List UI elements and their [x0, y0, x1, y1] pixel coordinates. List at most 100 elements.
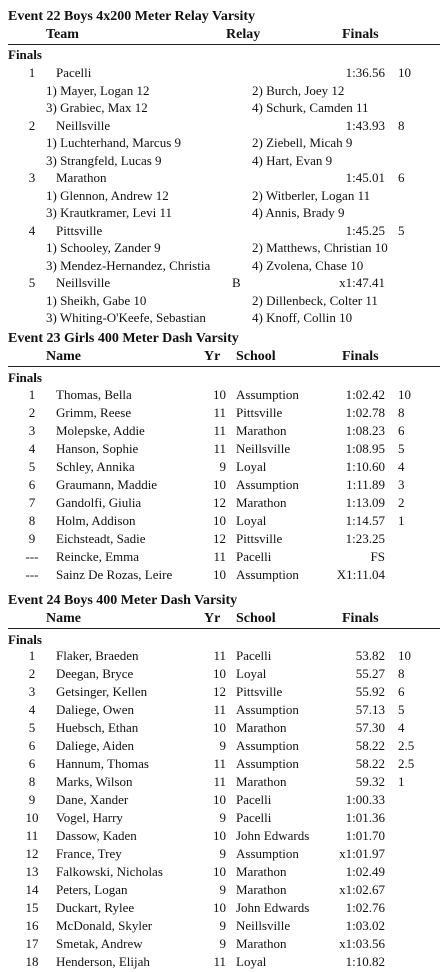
- place: 10: [25, 810, 39, 825]
- finals-time: 1:36.56: [345, 65, 385, 80]
- result-row: 18 Henderson, Elijah 11 Loyal 1:10.82: [0, 953, 447, 971]
- athlete-name: Daliege, Owen: [56, 702, 134, 717]
- result-row: 17 Smetak, Andrew 9 Marathon x1:03.56: [0, 935, 447, 953]
- athlete-name: Grimm, Reese: [56, 405, 132, 420]
- place: 6: [28, 477, 36, 492]
- place: 2: [28, 117, 36, 133]
- year: 9: [219, 936, 227, 951]
- result-row: 9 Eichsteadt, Sadie 12 Pittsville 1:23.25: [0, 530, 447, 548]
- athlete-name: Vogel, Harry: [56, 810, 123, 825]
- relay-runners-row: 3) Krautkramer, Levi 11 4) Annis, Brady 9: [0, 204, 447, 222]
- runner: 3) Mendez-Hernandez, Christia: [46, 257, 211, 273]
- place: 2: [28, 405, 36, 420]
- finals-time: 1:08.23: [345, 423, 385, 438]
- place: 5: [28, 720, 36, 735]
- finals-time: 1:03.02: [345, 918, 385, 933]
- school: Assumption: [236, 756, 299, 771]
- relay-team-row: 1 Pacelli 1:36.56 10: [0, 64, 447, 82]
- finals-time: 1:00.33: [345, 792, 385, 807]
- relay-team-row: 2 Neillsville 1:43.93 8: [0, 117, 447, 135]
- relay-runners-row: 3) Mendez-Hernandez, Christia 4) Zvolena,…: [0, 257, 447, 275]
- points: 10: [398, 648, 411, 663]
- finals-time: x1:03.56: [339, 936, 385, 951]
- relay-runners-row: 3) Grabiec, Max 12 4) Schurk, Camden 11: [0, 99, 447, 117]
- place: 3: [28, 684, 36, 699]
- place: 3: [28, 423, 36, 438]
- year: 11: [213, 954, 226, 969]
- athlete-name: Reincke, Emma: [56, 549, 140, 564]
- school: Assumption: [236, 387, 299, 402]
- place: 5: [28, 459, 36, 474]
- athlete-name: Getsinger, Kellen: [56, 684, 148, 699]
- athlete-name: Falkowski, Nicholas: [56, 864, 163, 879]
- result-row: 6 Hannum, Thomas 11 Assumption 58.22 2.5: [0, 755, 447, 773]
- finals-time: 1:43.93: [345, 117, 385, 133]
- event-title: Event 24 Boys 400 Meter Dash Varsity: [8, 593, 238, 608]
- year: 10: [213, 666, 226, 681]
- event-24-header: Name Yr School Finals: [0, 610, 447, 628]
- result-row: 6 Graumann, Maddie 10 Assumption 1:11.89 3: [0, 476, 447, 494]
- place: 1: [28, 648, 36, 663]
- year: 10: [213, 477, 226, 492]
- runner: 2) Burch, Joey 12: [252, 82, 345, 98]
- points: 4: [398, 720, 405, 735]
- school: Assumption: [236, 702, 299, 717]
- result-row: 15 Duckart, Rylee 10 John Edwards 1:02.76: [0, 899, 447, 917]
- year: 11: [213, 774, 226, 789]
- year: 9: [219, 882, 227, 897]
- section-label: Finals: [8, 632, 42, 647]
- runner: 3) Krautkramer, Levi 11: [46, 205, 173, 220]
- team-name: Pittsville: [56, 222, 103, 238]
- section-label: Finals: [8, 370, 42, 385]
- athlete-name: Peters, Logan: [56, 882, 128, 897]
- place: 7: [28, 495, 36, 510]
- finals-time: 1:02.76: [345, 900, 385, 915]
- year: 10: [213, 792, 226, 807]
- result-row: --- Sainz De Rozas, Leire 10 Assumption X1:1…: [0, 566, 447, 584]
- points: 8: [398, 117, 405, 133]
- result-row: 12 France, Trey 9 Assumption x1:01.97: [0, 845, 447, 863]
- col-header-yr: Yr: [204, 611, 221, 626]
- athlete-name: Gandolfi, Giulia: [56, 495, 142, 510]
- result-row: 6 Daliege, Aiden 9 Assumption 58.22 2.5: [0, 737, 447, 755]
- runner: 4) Zvolena, Chase 10: [252, 257, 364, 273]
- result-row: 5 Schley, Annika 9 Loyal 1:10.60 4: [0, 458, 447, 476]
- header-rule: [8, 366, 440, 367]
- result-row: 8 Marks, Wilson 11 Marathon 59.32 1: [0, 773, 447, 791]
- year: 11: [213, 648, 226, 663]
- year: 10: [213, 900, 226, 915]
- place: 8: [28, 774, 36, 789]
- col-header-finals: Finals: [342, 349, 379, 364]
- year: 11: [213, 549, 226, 564]
- points: 1: [398, 774, 405, 789]
- col-header-name: Name: [46, 611, 81, 626]
- school: Loyal: [236, 666, 267, 681]
- finals-time: x1:47.41: [339, 275, 385, 290]
- school: Assumption: [236, 477, 299, 492]
- points: 6: [398, 423, 405, 438]
- school: Marathon: [236, 495, 287, 510]
- athlete-name: Smetak, Andrew: [56, 936, 143, 951]
- place: 15: [25, 900, 39, 915]
- school: Pittsville: [236, 405, 283, 420]
- school: Marathon: [236, 774, 287, 789]
- event-23-header: Name Yr School Finals: [0, 348, 447, 366]
- place: 1: [28, 387, 36, 402]
- section-label-row: Finals: [0, 631, 447, 649]
- finals-time: 55.27: [355, 666, 385, 681]
- athlete-name: Huebsch, Ethan: [56, 720, 139, 735]
- school: Pacelli: [236, 648, 272, 663]
- place: 12: [25, 846, 39, 861]
- points: 5: [398, 222, 405, 238]
- runner: 2) Ziebell, Micah 9: [252, 135, 353, 150]
- runner: 4) Schurk, Camden 11: [252, 100, 369, 115]
- col-header-name: Name: [46, 349, 81, 364]
- finals-time: 53.82: [355, 648, 385, 663]
- year: 12: [213, 684, 226, 699]
- runner: 1) Schooley, Zander 9: [46, 240, 161, 255]
- athlete-name: Hanson, Sophie: [56, 441, 139, 456]
- section-label: Finals: [8, 47, 42, 62]
- athlete-name: Sainz De Rozas, Leire: [56, 567, 173, 582]
- school: Marathon: [236, 882, 287, 897]
